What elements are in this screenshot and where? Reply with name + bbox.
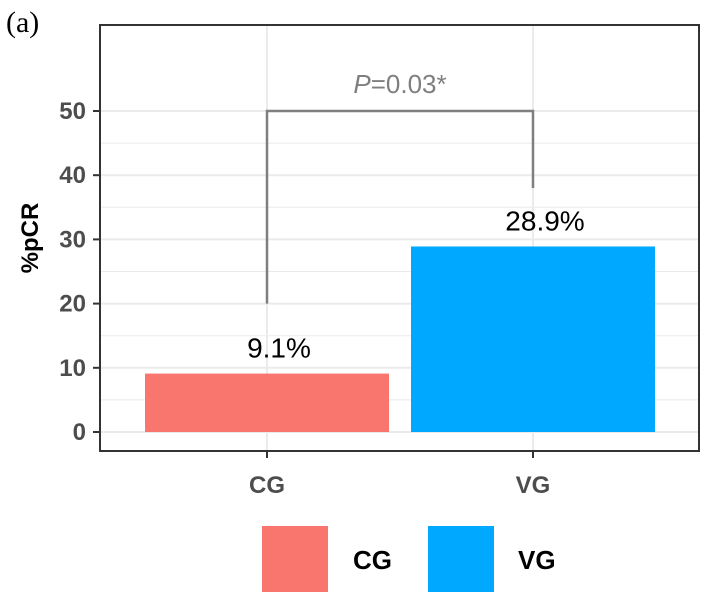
p-symbol: P (353, 69, 371, 99)
legend: CG VG (262, 526, 556, 592)
legend-label-cg: CG (353, 545, 392, 575)
p-value: =0.03* (371, 69, 447, 99)
significance-bracket (265, 109, 535, 304)
y-tick-label: 10 (59, 355, 86, 382)
x-tick-label-cg: CG (249, 472, 285, 499)
y-tick-label: 50 (59, 98, 86, 125)
bar-vg (411, 246, 655, 432)
y-axis-ticks: 0 10 20 30 40 50 (59, 98, 100, 446)
y-tick-label: 20 (59, 291, 86, 318)
plot-frame (99, 24, 700, 452)
data-label-cg: 9.1% (247, 333, 311, 364)
p-value-annotation: P=0.03* (353, 69, 446, 99)
data-labels: 9.1% 28.9% (247, 205, 585, 363)
panel-label: (a) (6, 6, 39, 39)
y-tick-label: 30 (59, 226, 86, 253)
x-axis-ticks: CG VG (249, 451, 550, 499)
bracket-line (265, 109, 535, 304)
y-tick-label: 40 (59, 162, 86, 189)
bar-cg (145, 373, 389, 432)
legend-swatch-vg (428, 526, 494, 592)
legend-label-vg: VG (518, 545, 556, 575)
data-label-vg: 28.9% (505, 205, 584, 236)
x-tick-label-vg: VG (516, 472, 551, 499)
y-tick-label: 0 (73, 419, 86, 446)
y-axis-title: %pCR (17, 203, 44, 274)
bars (145, 246, 655, 432)
legend-swatch-cg (262, 526, 328, 592)
